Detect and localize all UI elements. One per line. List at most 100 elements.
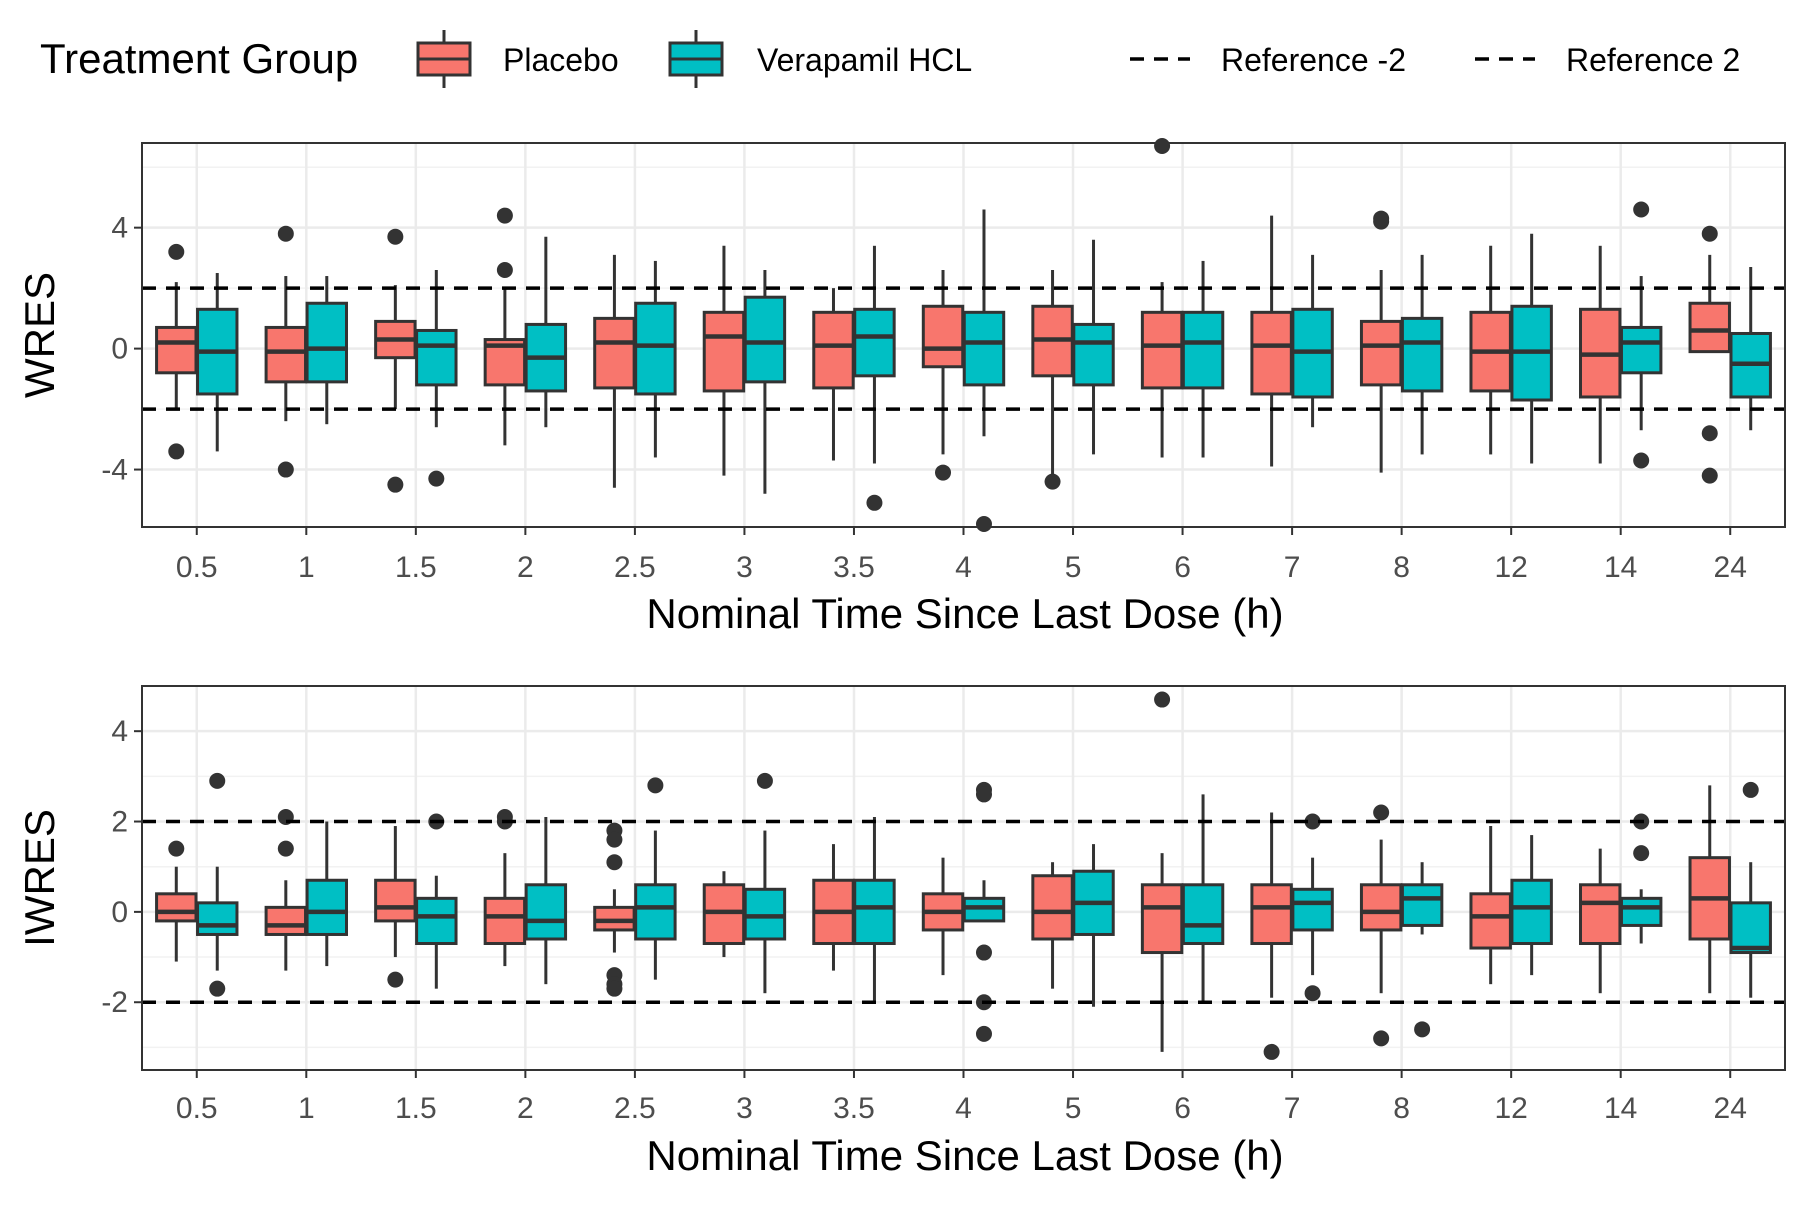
box-verapamil-hcl-4: [962, 781, 1006, 1042]
x-tick-label: 14: [1604, 551, 1637, 584]
box-verapamil-hcl-1.5: [415, 269, 458, 487]
outlier-point: [975, 786, 992, 803]
x-tick-label: 8: [1393, 551, 1410, 584]
legend-item-verapamil: Verapamil HCL: [668, 30, 972, 88]
box-body: [155, 325, 198, 375]
box-body: [634, 883, 677, 941]
box-verapamil-hcl-0.5: [196, 273, 239, 452]
box-verapamil-hcl-24: [1729, 266, 1772, 431]
x-tick-label: 24: [1714, 551, 1747, 584]
outlier-point: [277, 225, 294, 242]
x-tick-label: 1: [298, 1092, 315, 1125]
box-body: [593, 316, 636, 390]
box-body: [1359, 319, 1403, 387]
wres-panel: -4 0 4 0.5 1 1.5 2 2.5 3 3.5 4 5 6 7 8 12 14 24 Nominal Ti…: [16, 138, 1786, 637]
box-body: [1579, 883, 1622, 946]
box-placebo-0.5: [155, 243, 198, 460]
y-axis-title: WRES: [16, 272, 63, 398]
box-placebo-2.5: [593, 822, 636, 997]
box-body: [1250, 883, 1293, 946]
box-body: [962, 310, 1006, 387]
legend-item-reference-2: Reference 2: [1475, 42, 1740, 78]
outlier-point: [975, 515, 992, 532]
x-tick-label: 12: [1494, 551, 1527, 584]
outlier-point: [1742, 781, 1759, 798]
legend-label-placebo: Placebo: [503, 42, 619, 78]
outlier-point: [1373, 804, 1390, 821]
box-verapamil-hcl-8: [1400, 862, 1444, 1038]
y-axis-title: IWRES: [16, 809, 63, 947]
x-tick-label: 2: [517, 1092, 534, 1125]
box-placebo-12: [1469, 245, 1512, 455]
box-verapamil-hcl-3.5: [853, 817, 896, 1003]
box-placebo-0.5: [155, 840, 198, 962]
box-placebo-24: [1688, 785, 1731, 994]
x-tick-label: 6: [1174, 551, 1191, 584]
outlier-point: [168, 243, 185, 260]
legend-item-placebo: Placebo: [416, 30, 619, 88]
box-body: [524, 883, 568, 941]
box-body: [1510, 878, 1553, 946]
box-body: [962, 896, 1006, 923]
outlier-point: [975, 944, 992, 961]
outlier-point: [756, 772, 773, 789]
box-placebo-12: [1469, 826, 1512, 985]
box-body: [853, 307, 896, 378]
box-body: [264, 325, 308, 384]
box-body: [1619, 896, 1663, 927]
box-body: [1469, 892, 1512, 950]
outlier-point: [1304, 813, 1321, 830]
box-body: [634, 301, 677, 396]
box-verapamil-hcl-7: [1291, 813, 1334, 1002]
x-tick-label: 6: [1174, 1092, 1191, 1125]
box-placebo-6: [1140, 691, 1184, 1052]
box-verapamil-hcl-3: [743, 772, 787, 994]
box-body: [1140, 310, 1184, 390]
box-placebo-14: [1579, 848, 1622, 994]
outlier-point: [1304, 985, 1321, 1002]
outlier-point: [168, 443, 185, 460]
box-body: [1688, 301, 1731, 354]
y-tick-label: -4: [101, 454, 128, 487]
outlier-point: [606, 854, 623, 871]
y-tick-label: 4: [111, 212, 128, 245]
box-body: [1400, 316, 1444, 393]
box-body: [743, 295, 787, 384]
y-tick-label: 0: [111, 333, 128, 366]
outlier-point: [1701, 467, 1718, 484]
box-body: [593, 905, 636, 932]
x-tick-label: 5: [1065, 551, 1082, 584]
box-placebo-14: [1579, 245, 1622, 464]
box-placebo-1: [264, 225, 308, 478]
box-placebo-3: [702, 871, 746, 958]
outlier-point: [1633, 201, 1650, 218]
box-body: [702, 310, 746, 393]
box-body: [1181, 883, 1225, 946]
legend-label-verapamil: Verapamil HCL: [757, 42, 972, 78]
box-body: [853, 878, 896, 946]
outlier-point: [1373, 213, 1390, 230]
box-verapamil-hcl-5: [1072, 844, 1115, 1007]
outlier-point: [496, 207, 513, 224]
legend-label-reference-minus-2: Reference -2: [1221, 42, 1406, 78]
box-verapamil-hcl-24: [1729, 781, 1772, 998]
box-body: [305, 878, 348, 936]
x-tick-label: 1: [298, 551, 315, 584]
outlier-point: [428, 470, 445, 487]
y-tick-label: 2: [111, 806, 128, 839]
box-body: [196, 901, 239, 936]
box-body: [1072, 322, 1115, 387]
x-tick-label: 14: [1604, 1092, 1637, 1125]
x-tick-label: 3.5: [833, 551, 875, 584]
outlier-point: [496, 261, 513, 278]
box-body: [415, 328, 458, 387]
box-placebo-8: [1359, 804, 1403, 1047]
outlier-point: [1414, 1021, 1431, 1038]
box-verapamil-hcl-2.5: [634, 260, 677, 458]
box-verapamil-hcl-5: [1072, 239, 1115, 455]
x-tick-label: 0.5: [176, 551, 218, 584]
outlier-point: [1701, 425, 1718, 442]
x-tick-label: 7: [1284, 551, 1301, 584]
outlier-point: [975, 1025, 992, 1042]
